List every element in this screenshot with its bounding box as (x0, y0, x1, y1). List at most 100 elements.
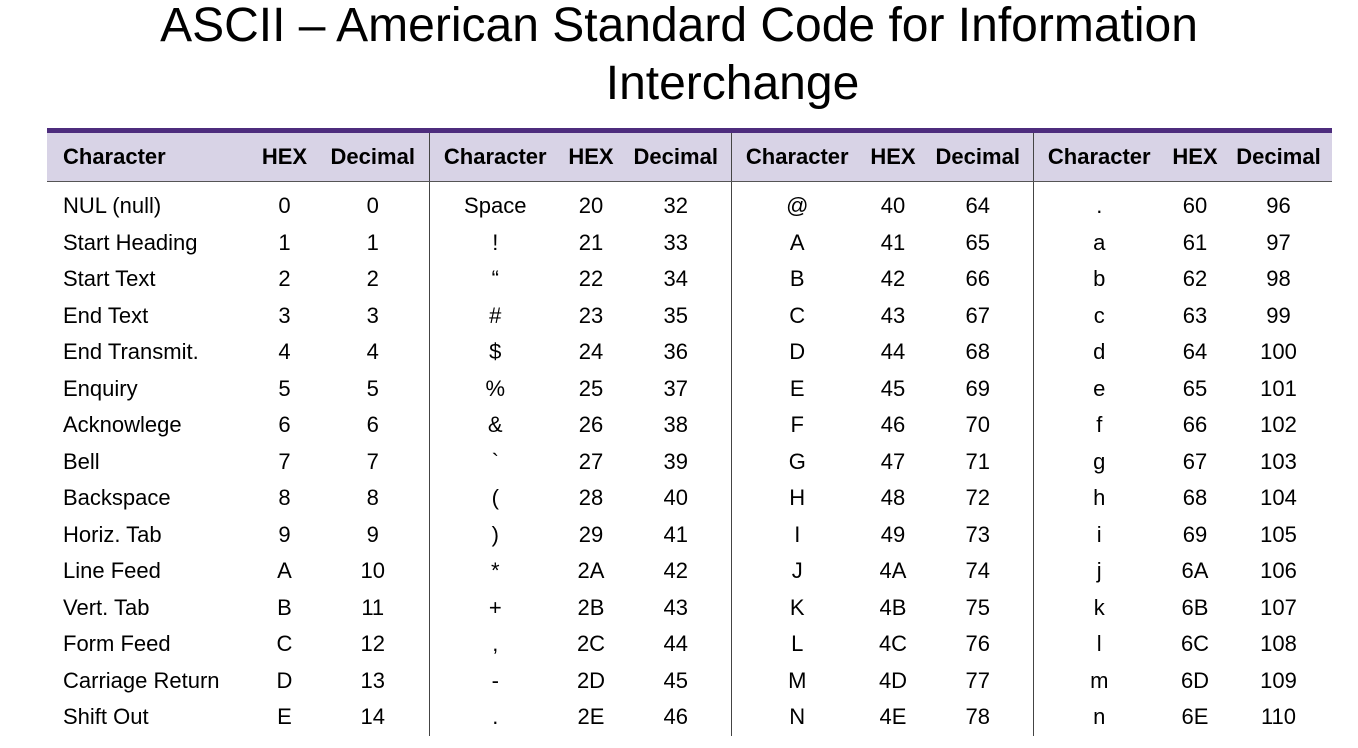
table-row: Acknowlege 6 6 & 26 38 F 46 70 f 66 102 (47, 407, 1332, 444)
hex-cell: 1 (278, 229, 291, 255)
hex-cell: 65 (1182, 375, 1208, 401)
table-row: Shift Out E 14. 2E 46 N 4E 78 n 6E 110 (47, 699, 1332, 736)
hex-cell: 6D (1180, 667, 1210, 693)
decimal-cell: 34 (663, 266, 688, 292)
decimal-cell: 13 (360, 667, 385, 693)
decimal-cell: 110 (1260, 704, 1297, 730)
character-cell: B (730, 261, 863, 298)
decimal-cell: 3 (366, 302, 379, 328)
hex-cell: 63 (1182, 302, 1208, 328)
ascii-table: Character HEX Decimal Character HEX Dec i… (47, 128, 1332, 736)
decimal-cell: 78 (965, 704, 990, 730)
character-cell: k (1032, 589, 1165, 626)
character-cell: i (1032, 516, 1165, 553)
hex-cell: 8 (278, 485, 291, 511)
column-header-character: Character (47, 128, 252, 182)
table-row: Start Text 2 2 “22 34 B 42 66 b 62 98 (47, 261, 1332, 298)
table-row: Carriage Return D 13 -2D 45 M 4D 77 m 6D 109 (47, 662, 1332, 699)
hex-cell: 3 (278, 302, 291, 328)
table-row: Vert. Tab B 11 +2B 43 K 4B 75 k 6B 107 (47, 589, 1332, 626)
decimal-cell: 10 (360, 558, 385, 584)
column-header-decimal: Decimal (317, 128, 429, 182)
character-cell: Acknowlege (63, 412, 182, 438)
table-row: Horiz. Tab 9 9) 29 41 I 49 73 i 69 105 (47, 516, 1332, 553)
hex-cell: 67 (1182, 448, 1208, 474)
hex-cell: 6B (1181, 594, 1209, 620)
character-cell: C (730, 297, 863, 334)
hex-cell: C (276, 631, 293, 657)
page-title-line-2: Interchange (605, 57, 860, 110)
decimal-cell: 7 (366, 448, 379, 474)
column-header-character: Character (730, 128, 863, 182)
character-cell: Line Feed (63, 558, 161, 584)
character-cell: * (428, 553, 561, 590)
character-cell: D (730, 334, 863, 371)
hex-cell: 6 (278, 412, 291, 438)
character-cell: “ (428, 261, 561, 298)
decimal-cell: 101 (1260, 375, 1297, 401)
hex-cell: 6E (1181, 704, 1209, 730)
character-cell: n (1032, 699, 1165, 736)
column-header-hex: HEX (1165, 128, 1225, 182)
character-cell: NUL (null) (63, 193, 162, 219)
decimal-cell: 98 (1266, 266, 1291, 292)
decimal-cell: 67 (965, 302, 990, 328)
decimal-cell: 75 (965, 594, 990, 620)
decimal-cell: 96 (1266, 193, 1291, 219)
character-cell: % (428, 370, 561, 407)
decimal-cell: 68 (965, 339, 990, 365)
decimal-cell: 41 (663, 521, 688, 547)
decimal-cell: 44 (663, 631, 688, 657)
decimal-cell: 33 (663, 229, 688, 255)
hex-cell: 46 (880, 412, 906, 438)
character-cell: Shift Out (63, 704, 149, 730)
column-header-character: Character (428, 128, 561, 182)
decimal-cell: 77 (965, 667, 990, 693)
hex-cell: 40 (880, 193, 906, 219)
table-body: NUL (null) 0 0 Space 20 32 @40 64. 60 96 Start Hea… (47, 181, 1332, 736)
hex-cell: 64 (1182, 339, 1208, 365)
character-cell: A (730, 224, 863, 261)
character-cell: g (1032, 443, 1165, 480)
character-cell: Start Heading (63, 229, 198, 255)
character-cell: c (1032, 297, 1165, 334)
table-row: Backspace 8 8 (28 40 H 48 72 h 68 104 (47, 480, 1332, 517)
decimal-cell: 109 (1260, 667, 1297, 693)
character-cell: Start Text (63, 266, 156, 292)
decimal-cell: 73 (965, 521, 990, 547)
page-title-line-1: ASCII – American Standard Code for Infor… (160, 0, 1198, 52)
column-header-hex: HEX (561, 128, 621, 182)
character-cell: - (428, 662, 561, 699)
decimal-cell: 40 (663, 485, 688, 511)
decimal-cell: 2 (366, 266, 379, 292)
hex-cell: 41 (880, 229, 906, 255)
character-cell: a (1032, 224, 1165, 261)
decimal-cell: 46 (663, 704, 688, 730)
decimal-cell: 1 (366, 229, 379, 255)
hex-cell: 2A (577, 558, 605, 584)
character-cell: G (730, 443, 863, 480)
hex-cell: 42 (880, 266, 906, 292)
decimal-cell: 43 (663, 594, 688, 620)
hex-cell: 21 (578, 229, 604, 255)
character-cell: l (1032, 626, 1165, 663)
decimal-cell: 38 (663, 412, 688, 438)
character-cell: $ (428, 334, 561, 371)
column-header-character: Character (1032, 128, 1165, 182)
character-cell: I (730, 516, 863, 553)
decimal-cell: 8 (366, 485, 379, 511)
decimal-cell: 105 (1260, 521, 1297, 547)
character-cell: ` (428, 443, 561, 480)
character-cell: Horiz. Tab (63, 521, 162, 547)
decimal-cell: 97 (1266, 229, 1291, 255)
hex-cell: 29 (578, 521, 604, 547)
hex-cell: 48 (880, 485, 906, 511)
hex-cell: 61 (1182, 229, 1208, 255)
hex-cell: 4B (879, 594, 907, 620)
hex-cell: 49 (880, 521, 906, 547)
hex-cell: 0 (278, 193, 291, 219)
decimal-cell: 102 (1260, 412, 1297, 438)
character-cell: K (730, 589, 863, 626)
character-cell: & (428, 407, 561, 444)
character-cell: e (1032, 370, 1165, 407)
